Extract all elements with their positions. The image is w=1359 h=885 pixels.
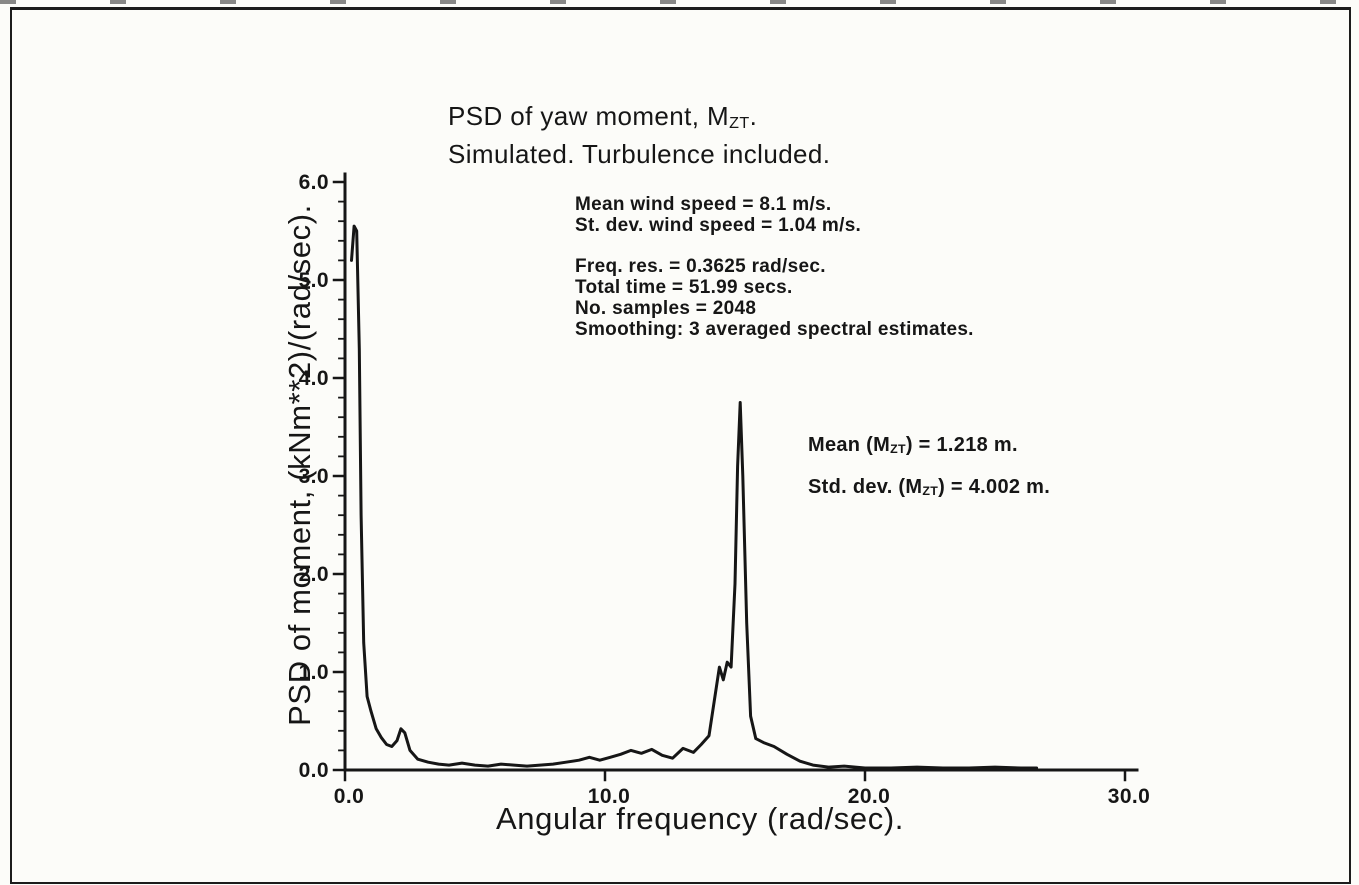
y-axis-label: PSD of moment, (kNm**2)/(rad/sec). — [282, 204, 317, 726]
y-tick-label: 5.0 — [299, 269, 329, 292]
annotation-total-time: Total time = 51.99 secs. — [575, 277, 793, 298]
y-tick-label: 6.0 — [299, 171, 329, 194]
chart-title-block: PSD of yaw moment, MZT. Simulated. Turbu… — [448, 101, 830, 170]
chart-title: PSD of yaw moment, MZT. — [448, 101, 758, 132]
annotation-smoothing: Smoothing: 3 averaged spectral estimates… — [575, 319, 974, 340]
x-tick-label: 20.0 — [848, 785, 890, 808]
annotation-num-samples: No. samples = 2048 — [575, 298, 757, 319]
x-tick-label: 30.0 — [1108, 785, 1150, 808]
x-tick-label: 0.0 — [334, 785, 364, 808]
scan-artifacts — [0, 0, 1359, 4]
annotation-freq-res: Freq. res. = 0.3625 rad/sec. — [575, 256, 826, 277]
annotation-mean-mzt: Mean (MZT) = 1.218 m. — [808, 434, 1018, 457]
simulation-annotation-block: Freq. res. = 0.3625 rad/sec. Total time … — [575, 256, 974, 340]
y-tick-label: 1.0 — [299, 661, 329, 684]
x-axis-label: Angular frequency (rad/sec). — [496, 801, 904, 836]
x-tick-label: 10.0 — [588, 785, 630, 808]
annotation-mean-wind-speed: Mean wind speed = 8.1 m/s. — [575, 194, 832, 215]
scan-border — [10, 7, 1351, 884]
psd-data-line — [350, 224, 1039, 770]
y-tick-label: 2.0 — [299, 563, 329, 586]
chart-subtitle: Simulated. Turbulence included. — [448, 138, 831, 169]
y-tick-label: 4.0 — [299, 367, 329, 390]
annotation-stdev-mzt: Std. dev. (MZT) = 4.002 m. — [808, 476, 1051, 499]
y-tick-label: 0.0 — [299, 759, 329, 782]
annotation-stdev-wind-speed: St. dev. wind speed = 1.04 m/s. — [575, 215, 862, 236]
wind-annotation-block: Mean wind speed = 8.1 m/s. St. dev. wind… — [575, 194, 861, 236]
y-tick-label: 3.0 — [299, 465, 329, 488]
